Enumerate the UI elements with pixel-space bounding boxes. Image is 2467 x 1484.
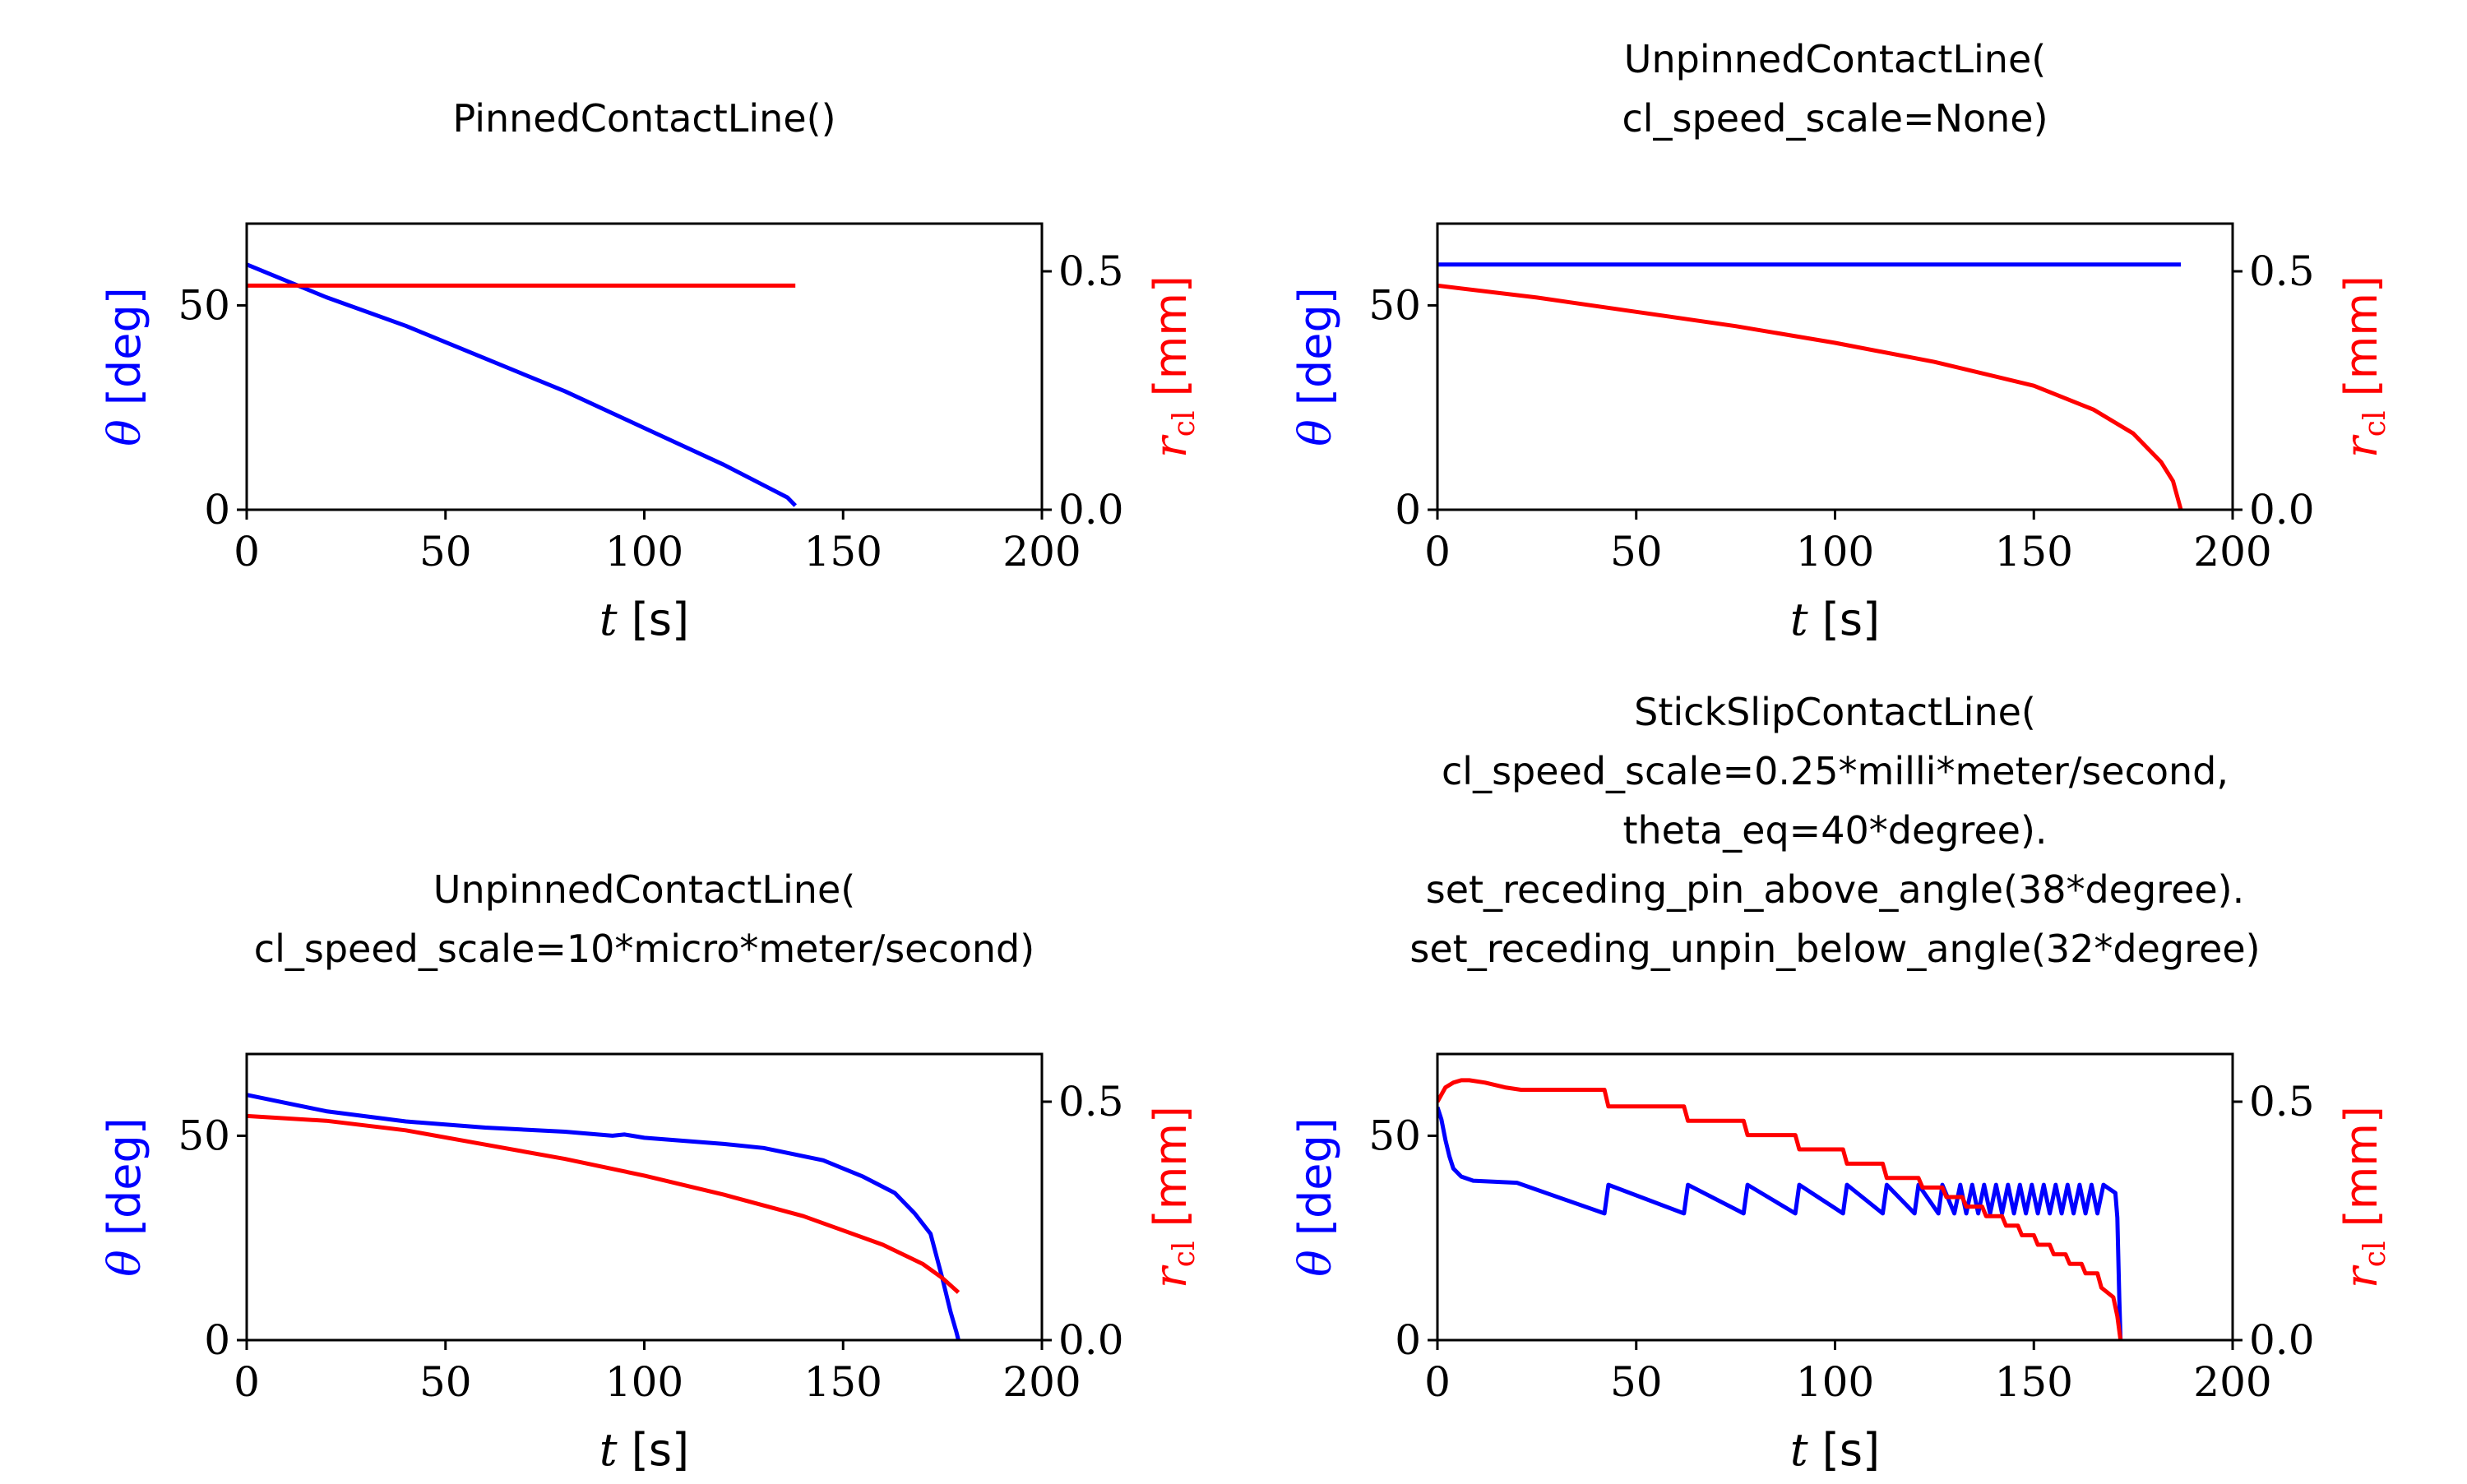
y2-tick-label: 0.5 [2249, 1078, 2315, 1126]
x-axis-variable: t [599, 1424, 618, 1476]
y-axis-variable: θ [1289, 419, 1341, 446]
chart-title-line: set_receding_unpin_below_angle(32*degree… [1409, 927, 2260, 971]
y2-tick-label: 0.0 [1058, 486, 1124, 534]
chart-title-line: UnpinnedContactLine( [433, 867, 855, 912]
theta-series-line [247, 262, 797, 507]
chart-title-line: set_receding_pin_above_angle(38*degree). [1426, 867, 2245, 912]
y-tick-label: 0 [1395, 1316, 1421, 1364]
y-tick-label: 50 [1368, 281, 1421, 329]
x-tick-label: 100 [605, 1358, 683, 1406]
y2-tick-label: 0.0 [2249, 486, 2315, 534]
chart-panel-1: PinnedContactLine() 0 50 100 150 200 0 50 0.0 0.5… [99, 96, 1201, 645]
x-tick-label: 150 [1995, 1358, 2073, 1406]
x-tick-label: 50 [1610, 1358, 1663, 1406]
x-axis-unit: [s] [1808, 1424, 1880, 1476]
x-tick-label: 150 [804, 528, 882, 576]
y2-axis-subscript: cl [2358, 411, 2392, 437]
y-axis-variable: θ [99, 419, 150, 446]
chart-title-line: cl_speed_scale=0.25*milli*meter/second, [1442, 749, 2229, 793]
x-axis-label: t [s] [599, 1424, 689, 1476]
x-tick-label: 200 [2193, 1358, 2271, 1406]
theta-series-line [1437, 1106, 2123, 1341]
y2-tick-label: 0.5 [1058, 247, 1124, 295]
y-axis-variable: θ [99, 1250, 150, 1277]
chart-title-line: cl_speed_scale=10*micro*meter/second) [254, 927, 1034, 971]
y2-axis-unit: [mm] [2335, 275, 2387, 411]
x-tick-label: 100 [1796, 1358, 1874, 1406]
y-axis-label: θ [deg] [1289, 1117, 1341, 1277]
y2-axis-subscript: cl [2358, 1241, 2392, 1268]
y-tick-label: 0 [204, 486, 230, 534]
axes-frame [245, 1052, 1044, 1342]
chart-panel-2: UnpinnedContactLine( cl_speed_scale=None)… [1289, 37, 2392, 645]
y-axis-unit: [deg] [1289, 1117, 1341, 1250]
x-tick-label: 0 [234, 1358, 260, 1406]
y-axis-unit: [deg] [1289, 287, 1341, 419]
y-axis-label: θ [deg] [1289, 287, 1341, 446]
x-axis-label: t [s] [1790, 1424, 1880, 1476]
y2-tick-label: 0.0 [2249, 1316, 2315, 1364]
y2-axis-subscript: cl [1168, 411, 1201, 437]
axes-frame [245, 222, 1044, 511]
chart-title-line: StickSlipContactLine( [1634, 690, 2036, 734]
y-axis-variable: θ [1289, 1250, 1341, 1277]
y-tick-label: 50 [178, 281, 230, 329]
y2-axis-subscript: cl [1168, 1241, 1201, 1268]
rcl-series-line [1437, 1078, 2123, 1341]
y2-axis-unit: [mm] [1145, 275, 1196, 411]
x-axis-unit: [s] [1808, 594, 1880, 645]
y-axis-label: θ [deg] [99, 1117, 150, 1277]
y2-axis-unit: [mm] [2335, 1106, 2387, 1241]
x-tick-label: 0 [234, 528, 260, 576]
y2-axis-unit: [mm] [1145, 1106, 1196, 1241]
x-axis-label: t [s] [1790, 594, 1880, 645]
x-tick-label: 0 [1424, 1358, 1451, 1406]
x-tick-label: 0 [1424, 528, 1451, 576]
y2-axis-label: rcl [mm] [1145, 275, 1201, 458]
x-tick-label: 150 [804, 1358, 882, 1406]
y2-axis-label: rcl [mm] [2335, 275, 2392, 458]
chart-title-line: PinnedContactLine() [452, 96, 835, 141]
x-tick-label: 200 [1002, 528, 1081, 576]
x-axis-label: t [s] [599, 594, 689, 645]
y2-axis-label: rcl [mm] [2335, 1106, 2392, 1288]
x-axis-unit: [s] [618, 1424, 689, 1476]
x-tick-label: 50 [419, 528, 472, 576]
y2-axis-variable: r [2335, 1264, 2387, 1288]
y-axis-unit: [deg] [99, 1117, 150, 1250]
y-tick-label: 50 [1368, 1112, 1421, 1159]
theta-series-line [247, 1093, 960, 1341]
y2-tick-label: 0.0 [1058, 1316, 1124, 1364]
chart-title-line: theta_eq=40*degree). [1622, 808, 2047, 853]
x-axis-variable: t [599, 594, 618, 645]
y2-tick-label: 0.5 [2249, 247, 2315, 295]
x-tick-label: 50 [419, 1358, 472, 1406]
y2-tick-label: 0.5 [1058, 1078, 1124, 1126]
y2-axis-label: rcl [mm] [1145, 1106, 1201, 1288]
y2-axis-variable: r [1145, 434, 1196, 458]
y-axis-label: θ [deg] [99, 287, 150, 446]
y2-axis-variable: r [1145, 1264, 1196, 1288]
y2-axis-variable: r [2335, 434, 2387, 458]
chart-title-line: cl_speed_scale=None) [1622, 96, 2048, 141]
rcl-series-line [1437, 283, 2183, 511]
y-tick-label: 50 [178, 1112, 230, 1159]
x-axis-variable: t [1790, 594, 1808, 645]
chart-panel-3: UnpinnedContactLine( cl_speed_scale=10*mi… [99, 867, 1201, 1476]
x-axis-variable: t [1790, 1424, 1808, 1476]
rcl-series-line [247, 1113, 960, 1294]
x-tick-label: 100 [605, 528, 683, 576]
y-tick-label: 0 [1395, 486, 1421, 534]
chart-title-line: UnpinnedContactLine( [1624, 37, 2046, 81]
y-tick-label: 0 [204, 1316, 230, 1364]
x-tick-label: 50 [1610, 528, 1663, 576]
chart-panel-4: StickSlipContactLine( cl_speed_scale=0.25… [1289, 690, 2392, 1476]
x-tick-label: 100 [1796, 528, 1874, 576]
y-axis-unit: [deg] [99, 287, 150, 419]
x-tick-label: 200 [1002, 1358, 1081, 1406]
x-tick-label: 200 [2193, 528, 2271, 576]
x-tick-label: 150 [1995, 528, 2073, 576]
x-axis-unit: [s] [618, 594, 689, 645]
